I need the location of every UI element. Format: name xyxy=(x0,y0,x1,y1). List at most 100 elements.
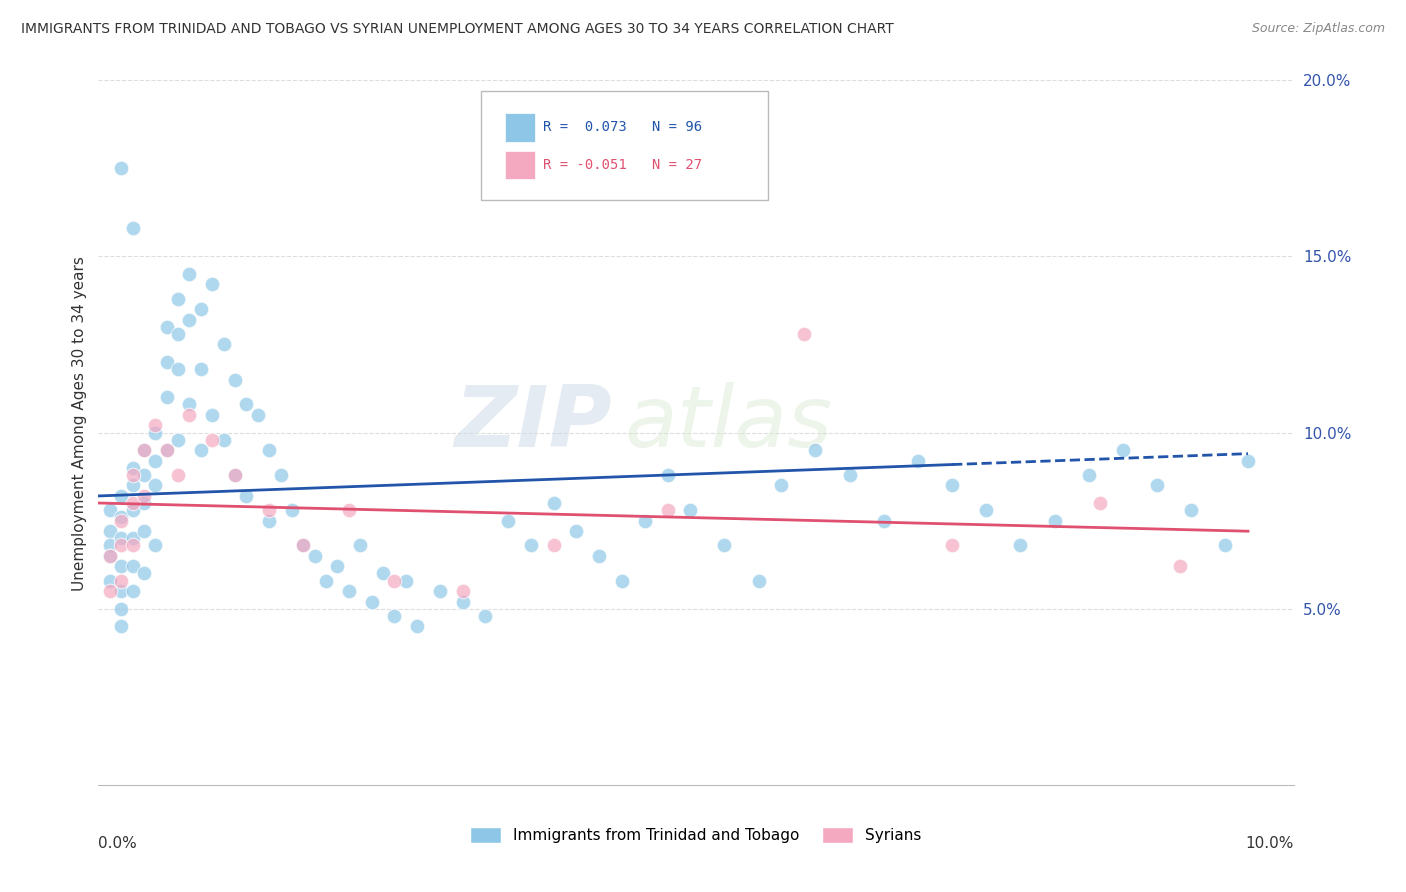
Point xyxy=(167,433,190,447)
Point xyxy=(156,390,179,404)
Point xyxy=(1010,538,1032,552)
Point xyxy=(143,453,166,467)
Point xyxy=(315,574,337,588)
Point xyxy=(179,267,201,281)
Point xyxy=(257,503,280,517)
Point xyxy=(98,584,121,599)
Point xyxy=(588,549,610,563)
FancyBboxPatch shape xyxy=(481,91,768,200)
Text: R =  0.073   N = 96: R = 0.073 N = 96 xyxy=(543,120,702,135)
Point xyxy=(121,467,143,482)
Point xyxy=(770,478,793,492)
Point xyxy=(873,514,896,528)
Text: 0.0%: 0.0% xyxy=(98,836,138,851)
Point xyxy=(110,531,132,545)
Point xyxy=(110,559,132,574)
Point xyxy=(110,584,132,599)
Point xyxy=(474,608,496,623)
Text: IMMIGRANTS FROM TRINIDAD AND TOBAGO VS SYRIAN UNEMPLOYMENT AMONG AGES 30 TO 34 Y: IMMIGRANTS FROM TRINIDAD AND TOBAGO VS S… xyxy=(21,22,894,37)
Point xyxy=(110,161,132,176)
Point xyxy=(1088,496,1111,510)
Point xyxy=(121,559,143,574)
Point xyxy=(657,503,679,517)
Point xyxy=(406,619,429,633)
Point xyxy=(793,326,815,341)
Point xyxy=(679,503,702,517)
Point xyxy=(190,362,212,376)
Point xyxy=(1043,514,1066,528)
Point xyxy=(1112,443,1135,458)
Point xyxy=(212,337,235,351)
Point xyxy=(304,549,326,563)
Point xyxy=(190,302,212,317)
Point xyxy=(1168,559,1191,574)
Point xyxy=(156,355,179,369)
Point xyxy=(270,467,292,482)
Text: R = -0.051   N = 27: R = -0.051 N = 27 xyxy=(543,158,702,172)
Point xyxy=(543,538,565,552)
Point xyxy=(167,467,190,482)
Point xyxy=(167,326,190,341)
Point xyxy=(156,319,179,334)
Point xyxy=(156,443,179,458)
Point xyxy=(121,503,143,517)
Y-axis label: Unemployment Among Ages 30 to 34 years: Unemployment Among Ages 30 to 34 years xyxy=(72,256,87,591)
Point xyxy=(132,443,155,458)
Point xyxy=(179,408,201,422)
Text: ZIP: ZIP xyxy=(454,382,613,466)
Point xyxy=(167,292,190,306)
Point xyxy=(98,538,121,552)
Point xyxy=(395,574,418,588)
Point xyxy=(179,397,201,411)
Point xyxy=(98,503,121,517)
Point xyxy=(143,538,166,552)
Point xyxy=(349,538,371,552)
Point xyxy=(610,574,633,588)
Point xyxy=(451,584,474,599)
Point xyxy=(132,566,155,581)
Point xyxy=(246,408,269,422)
Point xyxy=(337,503,360,517)
Point xyxy=(224,373,246,387)
Point xyxy=(121,460,143,475)
Point xyxy=(121,584,143,599)
Point xyxy=(235,489,257,503)
Point xyxy=(907,453,929,467)
FancyBboxPatch shape xyxy=(505,151,534,179)
Point xyxy=(121,221,143,235)
Point xyxy=(110,489,132,503)
FancyBboxPatch shape xyxy=(505,113,534,142)
Point xyxy=(382,608,405,623)
Text: atlas: atlas xyxy=(624,382,832,466)
Point xyxy=(201,277,224,292)
Point xyxy=(110,619,132,633)
Point xyxy=(520,538,543,552)
Text: Source: ZipAtlas.com: Source: ZipAtlas.com xyxy=(1251,22,1385,36)
Point xyxy=(235,397,257,411)
Point xyxy=(132,524,155,539)
Point xyxy=(1237,453,1260,467)
Point xyxy=(543,496,565,510)
Point xyxy=(838,467,860,482)
Point xyxy=(941,478,963,492)
Point xyxy=(292,538,315,552)
Point xyxy=(98,574,121,588)
Point xyxy=(257,514,280,528)
Point xyxy=(179,312,201,326)
Point xyxy=(451,595,474,609)
Point xyxy=(143,418,166,433)
Point xyxy=(98,524,121,539)
Point xyxy=(143,425,166,440)
Point xyxy=(292,538,315,552)
Point xyxy=(110,514,132,528)
Point xyxy=(224,467,246,482)
Point xyxy=(1146,478,1168,492)
Point xyxy=(326,559,349,574)
Point xyxy=(804,443,827,458)
Point xyxy=(110,574,132,588)
Point xyxy=(156,443,179,458)
Point xyxy=(201,433,224,447)
Point xyxy=(941,538,963,552)
Point xyxy=(121,531,143,545)
Point xyxy=(98,549,121,563)
